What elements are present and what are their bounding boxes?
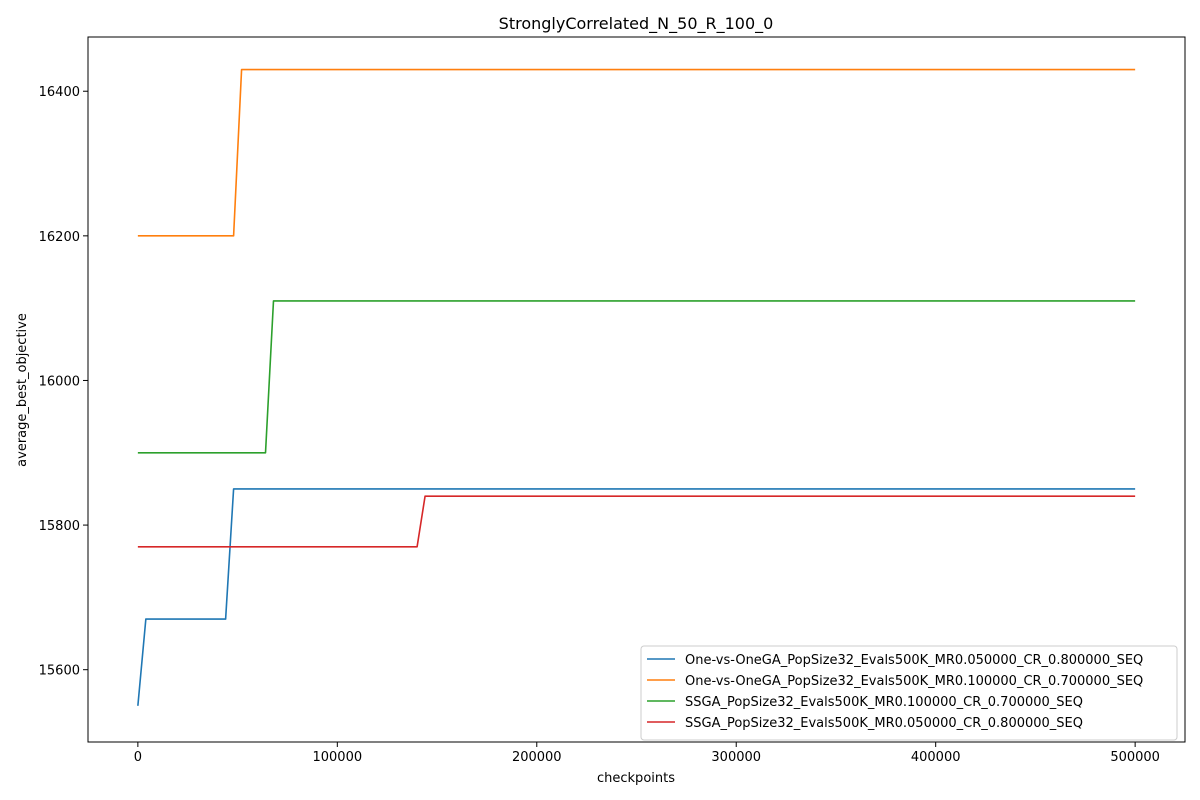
y-tick-label: 15800 [39,519,80,534]
x-tick-label: 300000 [711,750,761,765]
series-line-3 [137,300,1136,454]
plot-frame [87,36,1186,743]
x-tick-label: 0 [134,750,142,765]
legend: One-vs-OneGA_PopSize32_Evals500K_MR0.050… [640,645,1178,741]
x-tick-label: 500000 [1110,750,1160,765]
x-tick-label: 200000 [512,750,562,765]
y-axis-label: average_best_objective [15,313,30,467]
legend-label-4: SSGA_PopSize32_Evals500K_MR0.050000_CR_0… [685,716,1083,731]
legend-label-1: One-vs-OneGA_PopSize32_Evals500K_MR0.050… [685,653,1143,668]
legend-label-2: One-vs-OneGA_PopSize32_Evals500K_MR0.100… [685,674,1143,689]
y-tick-label: 16400 [39,85,80,100]
legend-box [640,645,1178,741]
series-line-4 [137,495,1136,548]
x-tick-label: 100000 [312,750,362,765]
chart-title: StronglyCorrelated_N_50_R_100_0 [499,14,774,34]
y-tick-label: 16200 [39,230,80,245]
y-tick-label: 15600 [39,664,80,679]
ticks-layer: 0 100000 200000 300000 400000 500000 15600 1580… [39,85,1160,765]
series-line-2 [137,68,1136,237]
legend-label-3: SSGA_PopSize32_Evals500K_MR0.100000_CR_0… [685,695,1083,710]
series-line-1 [137,488,1136,706]
x-axis-label: checkpoints [597,771,675,786]
x-tick-label: 400000 [911,750,961,765]
y-tick-label: 16000 [39,374,80,389]
series-layer [137,68,1136,706]
